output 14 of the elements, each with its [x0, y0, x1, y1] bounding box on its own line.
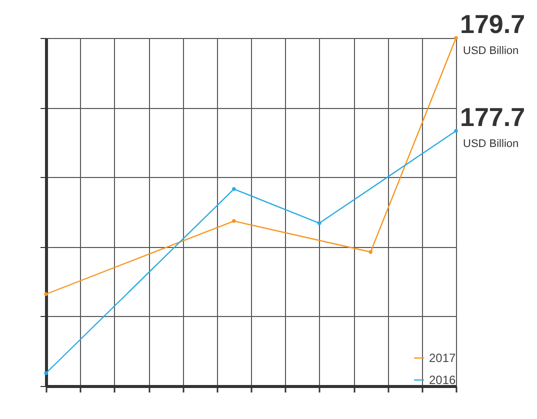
point	[317, 221, 322, 226]
point	[454, 36, 458, 40]
legend-label: 2016	[429, 373, 456, 387]
point	[232, 187, 236, 191]
text: 179.7	[460, 9, 526, 39]
point	[232, 219, 236, 223]
text: 177.7	[460, 102, 526, 132]
text: USD Billion	[463, 45, 519, 57]
point	[368, 250, 372, 254]
point	[454, 129, 458, 133]
text: USD Billion	[463, 138, 519, 150]
point	[44, 371, 48, 375]
legend-label: 2017	[429, 351, 456, 365]
point	[44, 292, 48, 296]
